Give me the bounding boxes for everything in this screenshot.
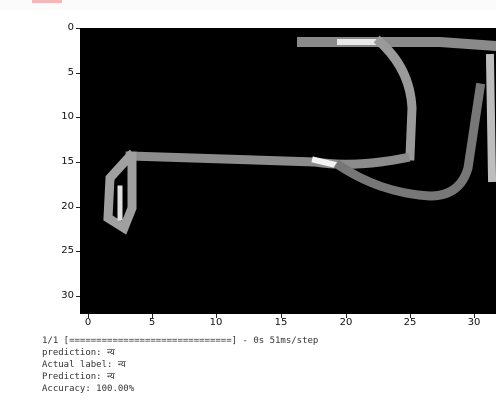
x-tick-mark xyxy=(346,314,347,318)
y-tick-label: 5 xyxy=(67,67,74,78)
x-tick-mark xyxy=(281,314,282,318)
x-tick-label: 0 xyxy=(84,317,92,328)
y-tick-label: 10 xyxy=(61,111,74,122)
progress-line: 1/1 [==============================] - 0… xyxy=(42,336,319,346)
x-tick-label: 25 xyxy=(403,317,417,328)
stroke-top-bar xyxy=(297,37,496,52)
x-tick-label: 15 xyxy=(274,317,288,328)
y-tick-label: 0 xyxy=(67,22,74,33)
cell-output: 1/1 [==============================] - 0… xyxy=(42,335,492,395)
x-tick-label: 30 xyxy=(467,317,481,328)
x-tick-mark xyxy=(474,314,475,318)
y-tick-mark xyxy=(76,162,80,163)
y-tick-label: 25 xyxy=(61,245,74,256)
x-tick-mark xyxy=(152,314,153,318)
x-tick-label: 10 xyxy=(209,317,223,328)
actual-label-line: Actual label: न्य xyxy=(42,360,126,370)
top-accent-strip xyxy=(32,0,62,3)
stroke-lower-curve xyxy=(333,82,486,201)
y-tick-mark xyxy=(76,207,80,208)
y-tick-mark xyxy=(76,296,80,297)
prediction-line: prediction: न्य xyxy=(42,348,115,358)
grayscale-image-plot xyxy=(80,28,496,314)
y-tick-label: 30 xyxy=(61,290,74,301)
x-tick-mark xyxy=(216,314,217,318)
y-tick-mark xyxy=(76,73,80,74)
handwritten-character-image xyxy=(103,35,496,235)
y-tick-mark xyxy=(76,117,80,118)
y-tick-label: 20 xyxy=(61,201,74,212)
y-tick-mark xyxy=(76,28,80,29)
prediction-caps-line: Prediction: न्य xyxy=(42,372,115,382)
window-top-bar xyxy=(0,0,496,10)
stroke-left-loop xyxy=(103,149,137,235)
y-tick-label: 15 xyxy=(61,156,74,167)
y-tick-mark xyxy=(76,251,80,252)
x-tick-label: 20 xyxy=(339,317,353,328)
stroke-right-vertical xyxy=(373,35,417,161)
stroke-right-edge xyxy=(485,53,496,183)
x-tick-mark xyxy=(410,314,411,318)
accuracy-line: Accuracy: 100.00% xyxy=(42,384,135,394)
x-tick-mark xyxy=(88,314,89,318)
stroke-middle-bar xyxy=(125,151,411,169)
image-figure: 0 5 10 15 20 25 30 0 5 10 15 20 25 30 xyxy=(0,10,496,330)
x-tick-label: 5 xyxy=(148,317,156,328)
